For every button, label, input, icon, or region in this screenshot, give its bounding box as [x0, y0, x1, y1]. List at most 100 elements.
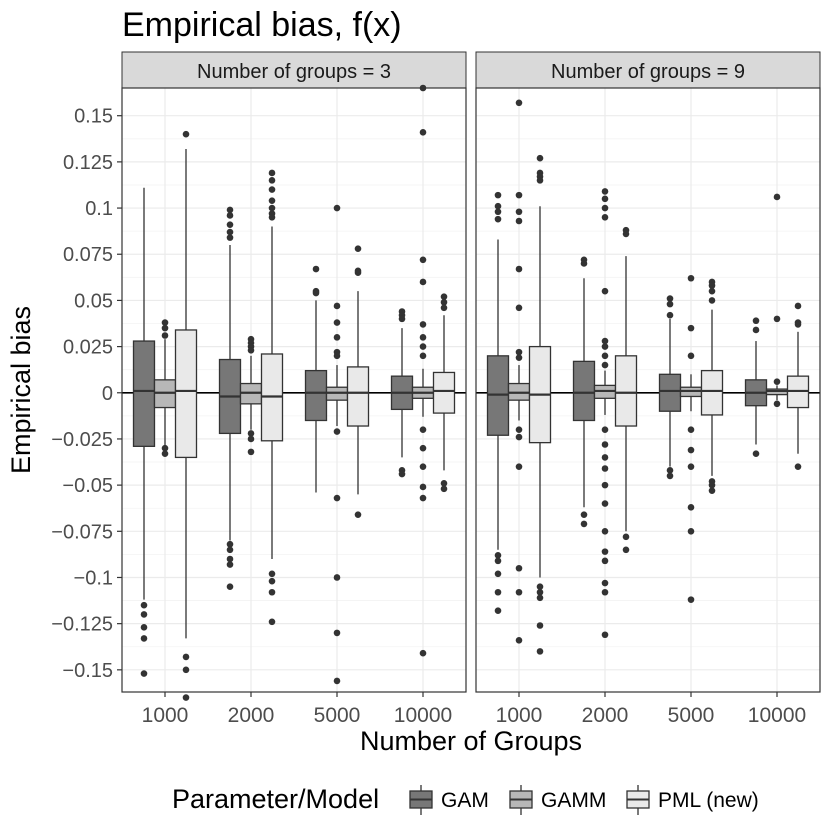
outlier-point [140, 670, 148, 677]
boxplot-pml-new [174, 130, 198, 701]
boxplot-gamm [679, 274, 703, 603]
outlier-point [440, 293, 448, 301]
outlier-point [226, 228, 234, 236]
legend-label: GAM [441, 789, 489, 812]
outlier-point [601, 500, 609, 507]
boxplot-gam [486, 191, 510, 615]
outlier-point [226, 555, 234, 563]
outlier-point [247, 448, 255, 456]
outlier-point [247, 430, 255, 437]
outlier-point [601, 557, 609, 565]
outlier-point [140, 611, 148, 618]
box [174, 329, 198, 459]
y-tick-label: 0.025 [63, 337, 113, 359]
outlier-point [440, 485, 448, 493]
outlier-point [773, 378, 781, 385]
outlier-point [708, 297, 716, 304]
box [346, 366, 370, 427]
outlier-point [601, 287, 609, 295]
outlier-point [773, 315, 781, 323]
y-tick-label: −0.025 [51, 429, 113, 451]
outlier-point [601, 548, 609, 555]
outlier-point [687, 596, 695, 603]
outlier-point [333, 494, 341, 502]
outlier-point [333, 428, 341, 435]
x-tick-label: 10000 [748, 704, 806, 727]
outlier-point [687, 274, 695, 282]
boxplot-gamm [765, 193, 789, 408]
outlier-point [494, 588, 502, 596]
outlier-point [312, 265, 320, 273]
outlier-point [354, 511, 362, 518]
facet-strip [121, 51, 467, 89]
boxplot-gam [132, 187, 156, 677]
outlier-point [494, 557, 502, 565]
panel-border [121, 87, 467, 693]
outlier-point [182, 666, 190, 674]
outlier-point [419, 278, 427, 286]
outlier-point [226, 206, 234, 214]
outlier-point [515, 304, 523, 312]
outlier-point [687, 446, 695, 454]
outlier-point [226, 221, 234, 228]
boxplot-pml-new [260, 169, 284, 626]
category-group-2000 [572, 188, 638, 639]
box [304, 369, 328, 422]
outlier-point [494, 191, 502, 199]
box [614, 355, 638, 427]
x-tick-label: 2000 [582, 704, 629, 727]
boxplot-pml-new [528, 154, 552, 655]
boxplot-gam [658, 295, 682, 480]
boxplot-gamm [153, 319, 177, 458]
outlier-point [268, 577, 276, 585]
outlier-point [419, 649, 427, 657]
outlier-point [752, 450, 760, 458]
category-group-5000 [658, 274, 724, 603]
outlier-point [268, 204, 276, 212]
outlier-point [515, 636, 523, 644]
outlier-point [494, 215, 502, 223]
outlier-point [140, 635, 148, 642]
outlier-point [773, 193, 781, 201]
outlier-point [398, 315, 406, 323]
outlier-point [515, 348, 523, 356]
outlier-point [687, 426, 695, 434]
outlier-point [440, 298, 448, 306]
boxplot-gamm [593, 188, 617, 639]
outlier-point [398, 470, 406, 478]
outlier-point [268, 588, 276, 596]
outlier-point [494, 552, 502, 559]
y-tick-label: 0.075 [63, 244, 113, 266]
facet-strip [475, 51, 821, 89]
outlier-point [515, 191, 523, 199]
outlier-point [333, 302, 341, 310]
outlier-point [794, 302, 802, 310]
outlier-point [419, 129, 427, 136]
panel-border [475, 87, 821, 693]
outlier-point [580, 511, 588, 518]
outlier-point [515, 354, 523, 361]
legend-entry-gam: GAM [409, 785, 489, 815]
outlier-point [622, 230, 630, 238]
outlier-point [601, 465, 609, 472]
outlier-point [708, 481, 716, 489]
category-group-1000 [132, 130, 198, 701]
outlier-point [536, 177, 544, 184]
outlier-point [268, 213, 276, 221]
y-tick-label: 0.1 [85, 198, 113, 220]
y-tick-label: −0.15 [62, 660, 113, 682]
outlier-point [515, 564, 523, 572]
chart-title: Empirical bias, f(x) [122, 6, 402, 44]
outlier-point [687, 503, 695, 511]
box [432, 371, 456, 414]
outlier-point [666, 311, 674, 319]
y-tick-label: −0.125 [51, 614, 113, 636]
y-axis-title: Empirical bias [6, 306, 36, 474]
outlier-point [161, 332, 169, 339]
outlier-point [333, 677, 341, 685]
boxplot-gam [218, 206, 242, 591]
outlier-point [601, 343, 609, 350]
category-group-2000 [218, 169, 284, 626]
boxplot-gam [572, 256, 596, 528]
